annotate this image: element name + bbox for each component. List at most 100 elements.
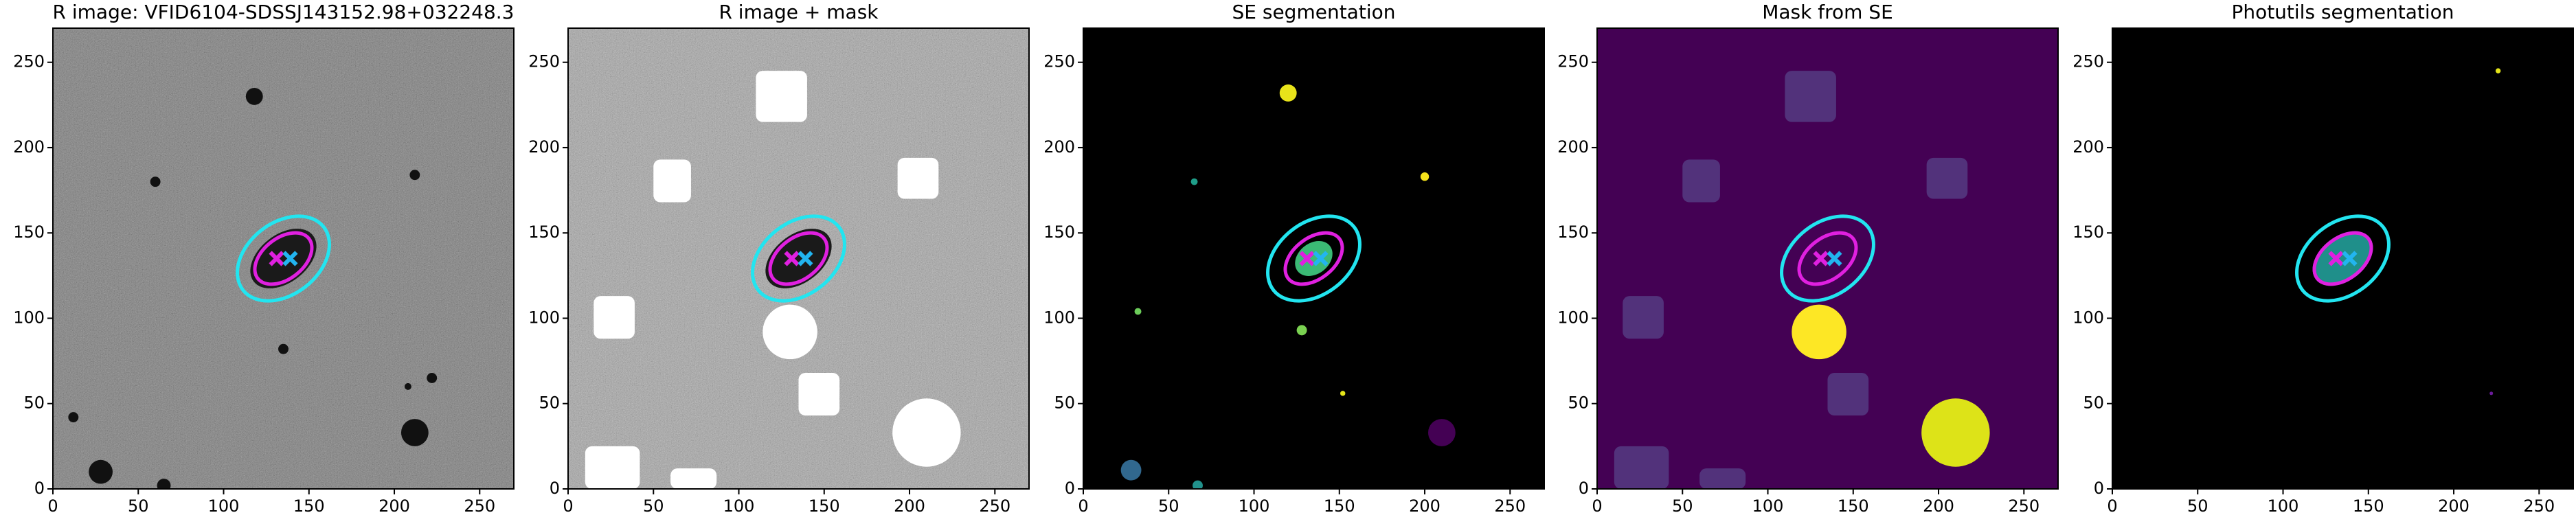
segment xyxy=(2495,68,2501,73)
panel-title: R image: VFID6104-SDSSJ143152.98+032248.… xyxy=(53,1,515,23)
star xyxy=(245,87,263,105)
center-marker xyxy=(784,251,800,266)
mask-box xyxy=(897,157,939,199)
center-marker xyxy=(1813,251,1829,266)
star xyxy=(157,479,171,489)
segment xyxy=(1134,308,1142,315)
star xyxy=(404,382,411,390)
image-panel xyxy=(1597,28,2058,489)
y-tick-label: 250 xyxy=(1043,52,1075,71)
center-marker xyxy=(269,251,284,266)
y-tick-label: 150 xyxy=(528,222,560,242)
y-tick-label: 100 xyxy=(528,308,560,327)
panel-title: R image + mask xyxy=(719,1,879,23)
star xyxy=(427,373,438,383)
segment xyxy=(1120,459,1142,481)
mask-box xyxy=(1614,446,1669,489)
axes-frame xyxy=(1083,27,1545,490)
segment xyxy=(1190,178,1198,185)
segment xyxy=(1279,84,1297,102)
x-tick-label: 0 xyxy=(2107,496,2117,515)
center-marker xyxy=(2342,251,2358,266)
segment xyxy=(1296,325,1307,336)
x-tick-label: 50 xyxy=(128,496,149,515)
mask-box xyxy=(1623,296,1664,339)
x-tick-label: 200 xyxy=(894,496,925,515)
mask-box xyxy=(585,446,640,489)
image-panel xyxy=(1083,28,1544,489)
axes-frame xyxy=(52,27,515,490)
axes-frame xyxy=(567,27,1030,490)
x-tick-label: 100 xyxy=(723,496,755,515)
panel-title: Mask from SE xyxy=(1762,1,1893,23)
y-tick-label: 250 xyxy=(2072,52,2104,71)
star xyxy=(400,419,429,446)
mask-box xyxy=(1785,71,1836,122)
y-tick-label: 200 xyxy=(1557,137,1589,157)
star xyxy=(409,170,420,181)
center-marker xyxy=(1827,251,1842,266)
x-tick-label: 250 xyxy=(2008,496,2040,515)
y-tick-label: 100 xyxy=(2072,308,2104,327)
y-tick-label: 150 xyxy=(2072,222,2104,242)
mask-box xyxy=(594,296,635,339)
y-tick-label: 0 xyxy=(1065,479,1075,498)
x-tick-label: 200 xyxy=(379,496,410,515)
y-tick-label: 0 xyxy=(34,479,45,498)
image-panel xyxy=(568,28,1029,489)
x-tick-label: 150 xyxy=(809,496,840,515)
x-tick-label: 150 xyxy=(1324,496,1355,515)
mask-box xyxy=(653,159,691,203)
y-tick-label: 50 xyxy=(1568,393,1589,413)
x-tick-label: 200 xyxy=(1923,496,1954,515)
segment xyxy=(1428,419,1456,446)
y-tick-label: 150 xyxy=(13,222,45,242)
star xyxy=(68,412,79,423)
y-tick-label: 0 xyxy=(2094,479,2104,498)
y-tick-label: 0 xyxy=(1579,479,1589,498)
x-tick-label: 200 xyxy=(2438,496,2470,515)
mask-box xyxy=(798,373,840,416)
inner-ellipse xyxy=(253,231,314,286)
x-tick-label: 150 xyxy=(293,496,325,515)
outer-ellipse xyxy=(1266,214,1362,303)
mask-box xyxy=(1827,373,1869,416)
mask-circle xyxy=(1792,304,1846,360)
outer-ellipse xyxy=(1780,214,1875,303)
mask-box xyxy=(756,71,807,122)
y-tick-label: 0 xyxy=(550,479,560,498)
x-tick-label: 0 xyxy=(1592,496,1602,515)
mask-box xyxy=(1699,468,1746,489)
y-tick-label: 100 xyxy=(1043,308,1075,327)
y-tick-label: 100 xyxy=(13,308,45,327)
panel-title: SE segmentation xyxy=(1232,1,1396,23)
mask-box xyxy=(1682,159,1720,203)
x-tick-label: 250 xyxy=(1494,496,1526,515)
y-tick-label: 200 xyxy=(13,137,45,157)
mask-box xyxy=(1926,157,1968,199)
x-tick-label: 100 xyxy=(1239,496,1270,515)
y-tick-label: 250 xyxy=(528,52,560,71)
x-tick-label: 100 xyxy=(208,496,240,515)
y-tick-label: 200 xyxy=(2072,137,2104,157)
center-marker xyxy=(2328,251,2344,266)
segment xyxy=(1420,172,1430,181)
y-tick-label: 250 xyxy=(13,52,45,71)
x-tick-label: 0 xyxy=(47,496,58,515)
x-tick-label: 50 xyxy=(643,496,664,515)
y-tick-label: 200 xyxy=(528,137,560,157)
outer-ellipse xyxy=(236,214,331,303)
axes-frame xyxy=(2112,27,2574,490)
x-tick-label: 50 xyxy=(2187,496,2208,515)
panel-title: Photutils segmentation xyxy=(2231,1,2454,23)
outer-ellipse xyxy=(751,214,846,303)
y-tick-label: 150 xyxy=(1557,222,1589,242)
x-tick-label: 0 xyxy=(563,496,573,515)
segment xyxy=(1340,391,1346,396)
star xyxy=(278,343,289,354)
axes-frame xyxy=(1596,27,2059,490)
center-marker xyxy=(1313,251,1329,266)
x-tick-label: 150 xyxy=(2353,496,2384,515)
segment xyxy=(1193,480,1203,489)
